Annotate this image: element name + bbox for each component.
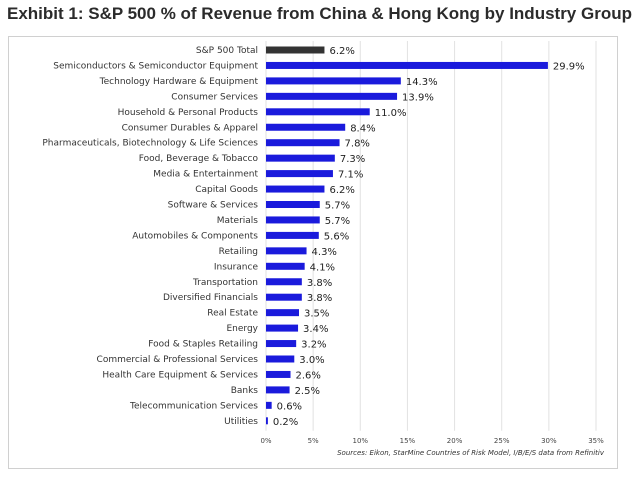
bar (266, 247, 307, 255)
data-label: 7.8% (345, 139, 370, 150)
x-tick-label: 30% (541, 437, 557, 445)
x-tick-label: 20% (447, 437, 463, 445)
bar (266, 309, 299, 317)
category-label: Software & Services (168, 201, 259, 211)
bar (266, 401, 272, 409)
category-label: Media & Entertainment (153, 170, 258, 180)
bar (266, 61, 548, 69)
x-tick-label: 5% (308, 437, 319, 445)
category-label: Insurance (214, 262, 259, 272)
bar (266, 201, 320, 208)
data-label: 3.8% (307, 293, 332, 304)
bar (266, 386, 290, 394)
bar (266, 108, 370, 116)
data-label: 7.1% (338, 170, 363, 181)
category-label: Diversified Financials (163, 293, 258, 303)
bar (266, 355, 295, 363)
category-label: Retailing (219, 247, 258, 257)
category-label: Food, Beverage & Tobacco (139, 154, 259, 164)
data-label: 3.0% (299, 355, 324, 366)
category-label: Household & Personal Products (118, 108, 259, 118)
bar (266, 77, 401, 85)
x-tick-label: 35% (588, 437, 604, 445)
bar (266, 417, 268, 425)
data-label: 4.3% (312, 247, 337, 258)
bar (266, 216, 320, 224)
x-tick-label: 25% (494, 437, 510, 445)
data-label: 3.5% (304, 309, 329, 320)
category-label: Health Care Equipment & Services (102, 370, 258, 380)
bar (266, 231, 319, 239)
x-tick-label: 15% (400, 437, 416, 445)
category-label: Pharmaceuticals, Biotechnology & Life Sc… (42, 139, 258, 149)
category-label: Real Estate (207, 309, 258, 319)
bar (266, 154, 335, 162)
data-label: 7.3% (340, 154, 365, 165)
category-label: Commercial & Professional Services (97, 355, 259, 365)
data-label: 29.9% (553, 61, 585, 72)
data-label: 11.0% (375, 108, 407, 119)
bar-chart: 0% 5% 10% 15% 20% 25% 30% 35% S&P 500 Total 6.2% S… (42, 41, 605, 457)
bar (266, 92, 398, 100)
category-label: S&P 500 Total (196, 46, 258, 56)
data-label: 6.2% (329, 46, 354, 57)
data-label: 5.6% (324, 231, 349, 242)
bar (266, 293, 302, 301)
bar (266, 278, 302, 286)
bar (266, 185, 325, 193)
category-label: Telecommunication Services (129, 401, 258, 411)
category-label: Consumer Durables & Apparel (122, 123, 258, 133)
category-label: Automobiles & Components (132, 231, 258, 241)
category-label: Capital Goods (195, 185, 258, 195)
data-label: 14.3% (406, 77, 438, 88)
data-label: 4.1% (310, 262, 335, 273)
data-label: 6.2% (329, 185, 354, 196)
category-label: Utilities (224, 417, 258, 427)
data-label: 5.7% (325, 201, 350, 212)
x-tick-label: 0% (260, 437, 271, 445)
source-note: Sources: Eikon, StarMine Countries of Ri… (337, 449, 605, 457)
bar (266, 324, 299, 332)
category-label: Energy (226, 324, 258, 334)
bar (266, 370, 291, 378)
bar (266, 170, 333, 178)
data-label: 0.6% (277, 401, 302, 412)
bar (266, 123, 346, 131)
category-label: Food & Staples Retailing (148, 340, 258, 350)
data-label: 8.4% (350, 123, 375, 134)
data-label: 2.6% (296, 370, 321, 381)
x-tick-label: 10% (353, 437, 369, 445)
category-label: Banks (231, 386, 259, 396)
category-label: Transportation (192, 278, 258, 288)
bar (266, 139, 340, 147)
bar (266, 340, 297, 348)
bar-total (266, 46, 325, 54)
category-label: Technology Hardware & Equipment (99, 77, 259, 87)
category-label: Materials (217, 216, 259, 226)
page-title: Exhibit 1: S&P 500 % of Revenue from Chi… (7, 4, 632, 23)
data-label: 13.9% (402, 92, 434, 103)
data-label: 5.7% (325, 216, 350, 227)
data-label: 3.8% (307, 278, 332, 289)
category-label: Semiconductors & Semiconductor Equipment (53, 61, 258, 71)
chart-container: 0% 5% 10% 15% 20% 25% 30% 35% S&P 500 Total 6.2% S… (8, 36, 618, 469)
data-label: 2.5% (295, 386, 320, 397)
category-label: Consumer Services (171, 92, 258, 102)
bar (266, 262, 305, 270)
data-label: 0.2% (273, 417, 298, 428)
data-label: 3.4% (303, 324, 328, 335)
data-label: 3.2% (301, 340, 326, 351)
